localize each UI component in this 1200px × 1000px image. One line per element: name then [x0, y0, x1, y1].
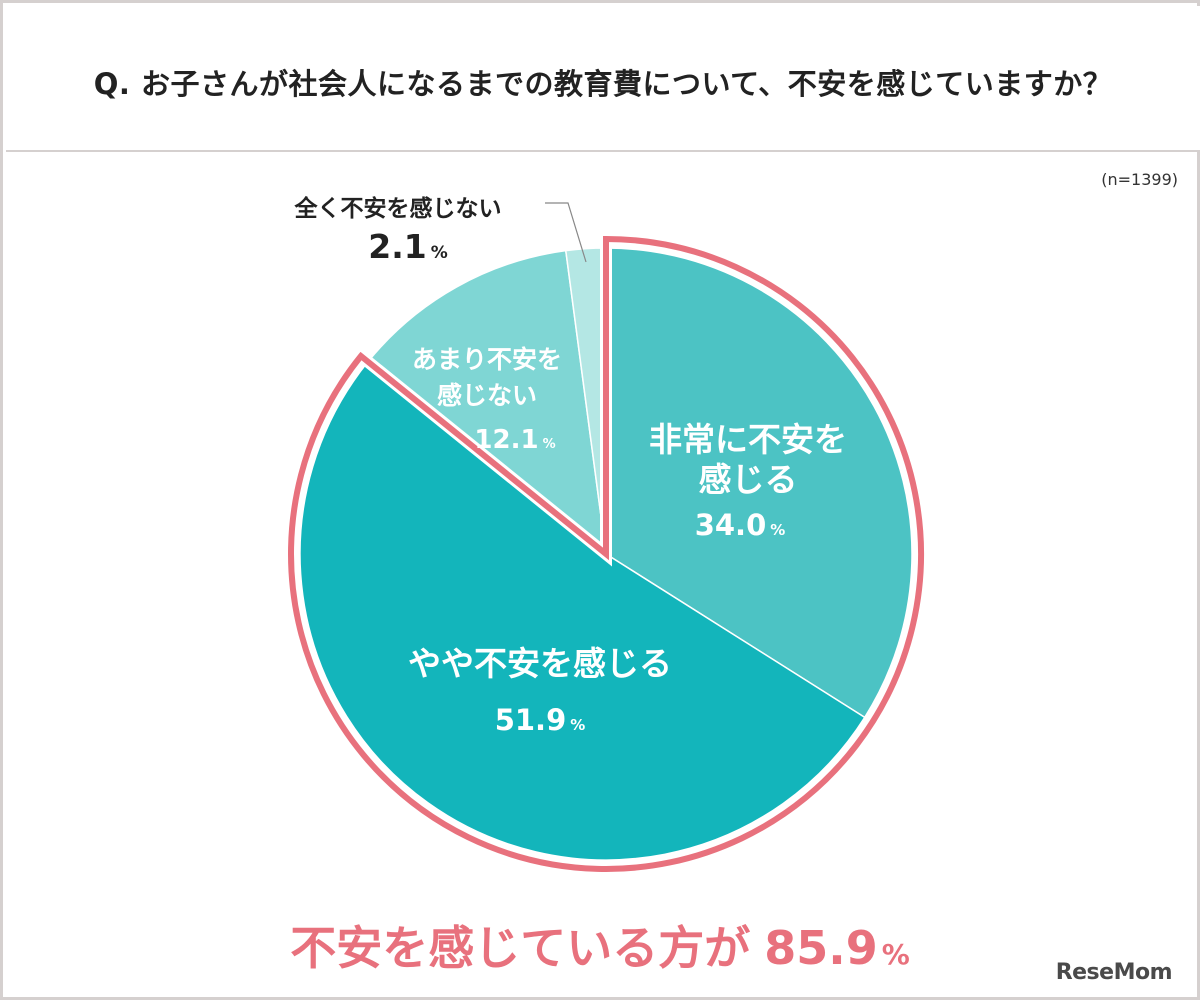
slice-label-0-line-0: 非常に不安を: [649, 420, 847, 459]
slice-value-0: 34.0%: [695, 508, 786, 542]
slice-label-3-line-0: 全く不安を感じない: [294, 195, 502, 222]
question-title: Q. お子さんが社会人になるまでの教育費について、不安を感じていますか？: [93, 67, 1113, 101]
highlight-outline: [288, 235, 924, 872]
slice-label-2-line-0: あまり不安を: [412, 345, 562, 374]
slice-value-3: 2.1%: [368, 227, 448, 266]
slice-value-2: 12.1%: [474, 425, 555, 455]
resemom-logo: ReseMom: [1055, 960, 1173, 985]
slice-label-1-line-0: やや不安を感じる: [408, 644, 672, 683]
sample-size-label: (n=1399): [1101, 170, 1178, 189]
summary-text: 不安を感じている方が: [290, 921, 751, 975]
pie-slice-1: [299, 360, 866, 861]
slice-value-1: 51.9%: [495, 703, 586, 737]
pie-slice-2: [366, 249, 607, 556]
summary-unit: %: [881, 938, 910, 971]
leader-line: [545, 202, 587, 263]
summary-value: 85.9: [764, 921, 878, 975]
summary-callout: 不安を感じている方が 85.9%: [0, 912, 1200, 978]
slice-label-2-line-1: 感じない: [437, 381, 537, 410]
header-band: Q. お子さんが社会人になるまでの教育費について、不安を感じていますか？: [6, 6, 1200, 152]
slice-label-0-line-1: 感じる: [699, 460, 798, 499]
pie-slice-0: [605, 247, 913, 719]
